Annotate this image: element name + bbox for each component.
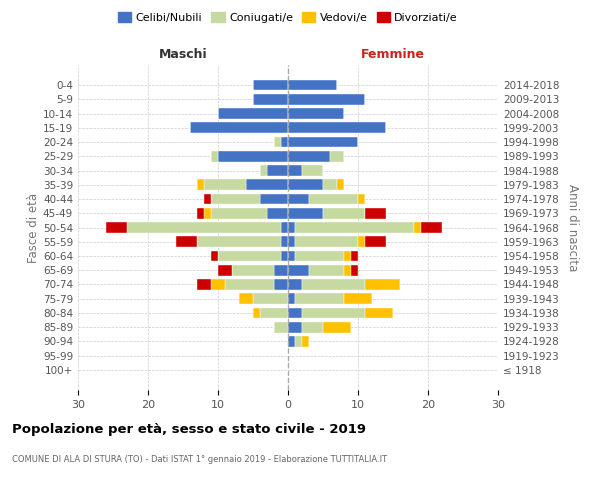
- Bar: [190, 122, 288, 133]
- Bar: [365, 308, 393, 318]
- Bar: [288, 322, 302, 332]
- Bar: [358, 194, 365, 204]
- Bar: [337, 180, 344, 190]
- Bar: [302, 336, 309, 346]
- Bar: [253, 94, 288, 104]
- Bar: [253, 308, 260, 318]
- Bar: [295, 236, 358, 247]
- Bar: [267, 208, 288, 218]
- Bar: [281, 222, 288, 233]
- Bar: [288, 336, 295, 346]
- Bar: [211, 151, 218, 162]
- Bar: [204, 208, 211, 218]
- Bar: [288, 208, 323, 218]
- Bar: [260, 165, 267, 176]
- Bar: [197, 236, 281, 247]
- Bar: [309, 265, 344, 276]
- Bar: [351, 250, 358, 262]
- Bar: [323, 322, 351, 332]
- Bar: [309, 194, 358, 204]
- Bar: [225, 279, 274, 290]
- Bar: [106, 222, 127, 233]
- Bar: [288, 80, 337, 90]
- Bar: [358, 236, 365, 247]
- Bar: [274, 322, 288, 332]
- Bar: [281, 250, 288, 262]
- Bar: [211, 194, 260, 204]
- Bar: [288, 250, 295, 262]
- Bar: [197, 279, 211, 290]
- Bar: [218, 151, 288, 162]
- Bar: [211, 208, 267, 218]
- Bar: [274, 265, 288, 276]
- Bar: [218, 265, 232, 276]
- Bar: [365, 208, 386, 218]
- Bar: [127, 222, 281, 233]
- Bar: [288, 294, 295, 304]
- Bar: [218, 250, 281, 262]
- Bar: [344, 250, 351, 262]
- Bar: [288, 194, 309, 204]
- Bar: [288, 180, 323, 190]
- Bar: [365, 236, 386, 247]
- Bar: [218, 108, 288, 119]
- Bar: [414, 222, 421, 233]
- Bar: [344, 294, 372, 304]
- Bar: [302, 279, 365, 290]
- Text: COMUNE DI ALA DI STURA (TO) - Dati ISTAT 1° gennaio 2019 - Elaborazione TUTTITAL: COMUNE DI ALA DI STURA (TO) - Dati ISTAT…: [12, 455, 387, 464]
- Bar: [288, 236, 295, 247]
- Bar: [330, 151, 344, 162]
- Bar: [232, 265, 274, 276]
- Legend: Celibi/Nubili, Coniugati/e, Vedovi/e, Divorziati/e: Celibi/Nubili, Coniugati/e, Vedovi/e, Di…: [113, 8, 463, 28]
- Bar: [274, 136, 281, 147]
- Bar: [197, 180, 204, 190]
- Bar: [176, 236, 197, 247]
- Text: Femmine: Femmine: [361, 48, 425, 61]
- Bar: [344, 265, 351, 276]
- Bar: [288, 222, 295, 233]
- Bar: [288, 136, 358, 147]
- Bar: [295, 250, 344, 262]
- Bar: [253, 80, 288, 90]
- Bar: [260, 194, 288, 204]
- Bar: [267, 165, 288, 176]
- Bar: [288, 279, 302, 290]
- Bar: [288, 308, 302, 318]
- Bar: [302, 165, 323, 176]
- Bar: [295, 222, 414, 233]
- Bar: [239, 294, 253, 304]
- Bar: [246, 180, 288, 190]
- Bar: [323, 208, 365, 218]
- Bar: [288, 151, 330, 162]
- Bar: [365, 279, 400, 290]
- Bar: [281, 236, 288, 247]
- Bar: [351, 265, 358, 276]
- Bar: [204, 194, 211, 204]
- Bar: [274, 279, 288, 290]
- Bar: [288, 122, 386, 133]
- Bar: [288, 165, 302, 176]
- Y-axis label: Fasce di età: Fasce di età: [27, 192, 40, 262]
- Bar: [323, 180, 337, 190]
- Bar: [288, 265, 309, 276]
- Y-axis label: Anni di nascita: Anni di nascita: [566, 184, 579, 271]
- Bar: [288, 94, 365, 104]
- Bar: [421, 222, 442, 233]
- Bar: [295, 336, 302, 346]
- Text: Maschi: Maschi: [158, 48, 208, 61]
- Bar: [253, 294, 288, 304]
- Bar: [211, 250, 218, 262]
- Bar: [211, 279, 225, 290]
- Bar: [288, 108, 344, 119]
- Bar: [295, 294, 344, 304]
- Bar: [281, 136, 288, 147]
- Bar: [302, 322, 323, 332]
- Bar: [204, 180, 246, 190]
- Bar: [260, 308, 288, 318]
- Text: Popolazione per età, sesso e stato civile - 2019: Popolazione per età, sesso e stato civil…: [12, 422, 366, 436]
- Bar: [302, 308, 365, 318]
- Bar: [197, 208, 204, 218]
